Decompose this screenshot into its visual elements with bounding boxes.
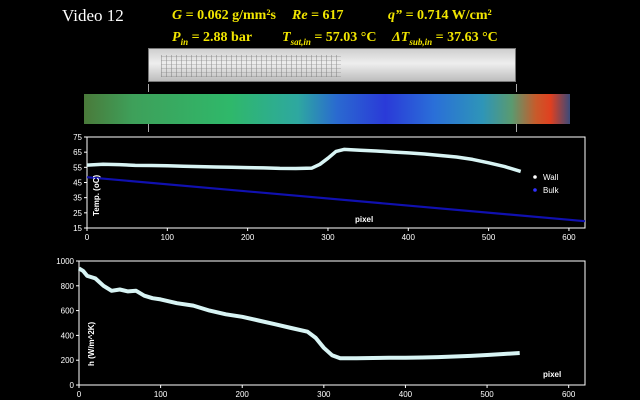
legend-label-bulk: Bulk — [543, 186, 560, 195]
x-axis-label: pixel — [355, 215, 373, 224]
temperature-chart: 0 100 200 300 400 500 600 15 25 35 45 55 65 75 pixel Te… — [73, 133, 586, 242]
x-tick-label: 500 — [482, 233, 496, 242]
y-tick-label: 0 — [70, 381, 75, 390]
video-label: Video 12 — [62, 6, 124, 25]
y-tick-label: 600 — [61, 307, 75, 316]
param-saturation-temp: Tsat,in = 57.03 °C — [282, 30, 377, 47]
param-subcooling-label: ΔT — [392, 30, 410, 45]
param-saturation-temp-sub: sat,in — [290, 36, 311, 47]
x-tick-label: 600 — [562, 390, 576, 399]
param-reynolds: Re = 617 — [292, 8, 344, 24]
param-reynolds-label: Re — [292, 8, 308, 23]
heat-transfer-chart: 0 100 200 300 400 500 600 0 200 400 600 800 1000 pixe… — [56, 257, 586, 399]
param-saturation-temp-label: T — [282, 30, 291, 45]
param-inlet-pressure-sub: in — [180, 36, 189, 47]
y-axis-label: Temp. (oC) — [92, 174, 101, 216]
y-tick-label: 25 — [73, 209, 82, 218]
param-inlet-pressure-value: = 2.88 bar — [191, 30, 253, 45]
y-tick-label: 800 — [61, 282, 75, 291]
x-tick-label: 0 — [77, 390, 82, 399]
y-tick-label: 1000 — [56, 257, 74, 266]
param-mass-flux-label: G — [172, 8, 183, 23]
guide-tick-left — [148, 84, 149, 92]
series-line-h — [77, 266, 520, 361]
y-tick-label: 400 — [61, 331, 75, 340]
y-tick-label: 15 — [73, 224, 82, 233]
guide-tick-right — [516, 84, 517, 92]
series-line-bulk — [86, 176, 586, 223]
plot-frame — [78, 260, 586, 386]
x-tick-label: 400 — [399, 390, 413, 399]
param-subcooling-value: = 37.63 °C — [435, 30, 498, 45]
x-tick-label: 300 — [321, 233, 335, 242]
bubble-region — [161, 55, 341, 77]
y-axis-label: h (W/m^2K) — [87, 321, 96, 366]
x-tick-label: 600 — [562, 233, 576, 242]
x-tick-label: 500 — [480, 390, 494, 399]
param-subcooling-sub: sub,in — [409, 36, 433, 47]
param-heat-flux-value: 0.714 W/cm² — [416, 8, 492, 23]
param-inlet-pressure: Pin = 2.88 bar — [172, 30, 252, 47]
y-tick-label: 75 — [73, 133, 82, 142]
param-heat-flux: q” = 0.714 W/cm² — [388, 8, 492, 24]
legend-marker-wall — [533, 175, 537, 179]
y-tick-label: 200 — [61, 356, 75, 365]
x-tick-label: 200 — [236, 390, 250, 399]
x-tick-label: 200 — [241, 233, 255, 242]
infrared-thermal-image — [84, 94, 570, 124]
param-inlet-pressure-label: P — [172, 30, 181, 45]
param-subcooling: ΔTsub,in = 37.63 °C — [392, 30, 498, 47]
param-mass-flux: G = 0.062 g/mm²s — [172, 8, 276, 24]
x-tick-label: 400 — [402, 233, 416, 242]
x-tick-label: 300 — [317, 390, 331, 399]
legend-label-wall: Wall — [543, 173, 558, 182]
param-saturation-temp-value: = 57.03 °C — [314, 30, 377, 45]
y-tick-label: 45 — [73, 179, 82, 188]
guide-tick-left-lower — [148, 124, 149, 132]
x-tick-label: 100 — [161, 233, 175, 242]
param-heat-flux-label: q” = — [388, 8, 414, 23]
x-tick-label: 0 — [85, 233, 90, 242]
y-tick-label: 35 — [73, 194, 82, 203]
flow-visualization-image — [148, 48, 516, 82]
y-tick-label: 65 — [73, 148, 82, 157]
guide-tick-right-lower — [516, 124, 517, 132]
param-mass-flux-value: = 0.062 g/mm²s — [185, 8, 276, 23]
x-axis-label: pixel — [543, 370, 561, 379]
y-tick-label: 55 — [73, 163, 82, 172]
legend-marker-bulk — [533, 188, 537, 192]
series-line-wall — [86, 147, 522, 174]
param-reynolds-value: = 617 — [311, 8, 344, 23]
x-tick-label: 100 — [154, 390, 168, 399]
